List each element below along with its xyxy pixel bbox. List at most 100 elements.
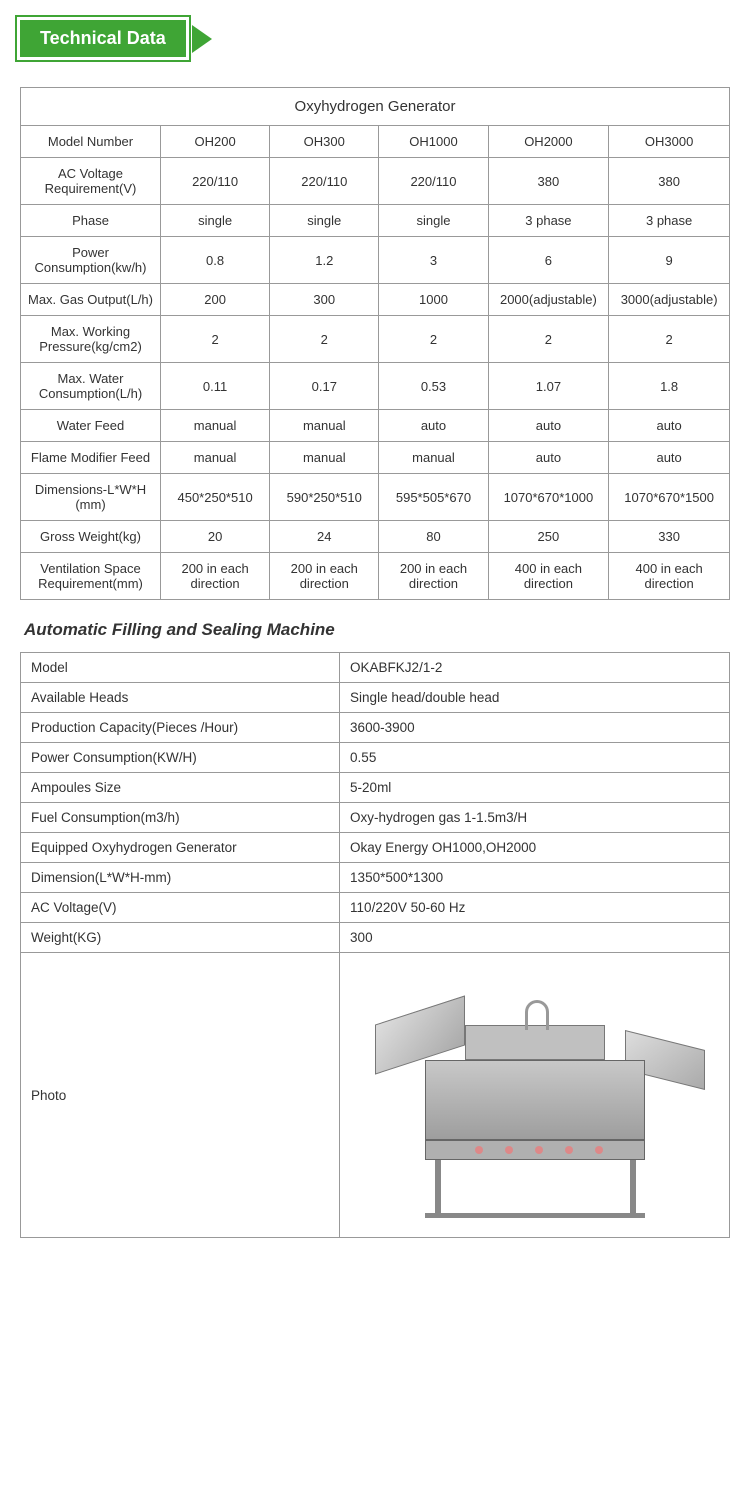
table-cell: 0.17	[270, 363, 379, 410]
table-cell: 450*250*510	[161, 474, 270, 521]
table-cell: manual	[161, 442, 270, 474]
table-cell: 400 in each direction	[609, 553, 730, 600]
table-cell: 220/110	[161, 158, 270, 205]
table-cell: 200 in each direction	[379, 553, 488, 600]
table-cell: 1350*500*1300	[340, 863, 730, 893]
table-cell: 595*505*670	[379, 474, 488, 521]
table-cell: auto	[379, 410, 488, 442]
table-row: Dimension(L*W*H-mm)1350*500*1300	[21, 863, 730, 893]
table-row: ModelOKABFKJ2/1-2	[21, 653, 730, 683]
table-cell: manual	[379, 442, 488, 474]
table-cell: 200 in each direction	[270, 553, 379, 600]
arrow-icon	[192, 25, 212, 53]
table-row: Dimensions-L*W*H (mm)450*250*510590*250*…	[21, 474, 730, 521]
table-cell: 330	[609, 521, 730, 553]
table-row: AC Voltage Requirement(V)220/110220/1102…	[21, 158, 730, 205]
table-cell: 380	[609, 158, 730, 205]
table-cell: 0.53	[379, 363, 488, 410]
table-cell: 3 phase	[609, 205, 730, 237]
table-cell: 200	[161, 284, 270, 316]
table-cell: 400 in each direction	[488, 553, 609, 600]
table-row: Weight(KG)300	[21, 923, 730, 953]
table1-col-header: OH3000	[609, 126, 730, 158]
table-row: Power Consumption(KW/H)0.55	[21, 743, 730, 773]
table1-title: Oxyhydrogen Generator	[21, 88, 730, 126]
table-cell: 1070*670*1000	[488, 474, 609, 521]
table-cell: single	[270, 205, 379, 237]
table-cell: 1070*670*1500	[609, 474, 730, 521]
table1-col-header: OH300	[270, 126, 379, 158]
table-cell: Phase	[21, 205, 161, 237]
table-cell: 3 phase	[488, 205, 609, 237]
table-row: Gross Weight(kg)202480250330	[21, 521, 730, 553]
table-cell: Single head/double head	[340, 683, 730, 713]
table-cell: manual	[270, 410, 379, 442]
table-cell: Oxy-hydrogen gas 1-1.5m3/H	[340, 803, 730, 833]
table-cell: auto	[609, 442, 730, 474]
table-cell: 300	[270, 284, 379, 316]
table-cell: Available Heads	[21, 683, 340, 713]
table-cell: Dimension(L*W*H-mm)	[21, 863, 340, 893]
section-badge: Technical Data	[20, 20, 730, 57]
table-row: Water Feedmanualmanualautoautoauto	[21, 410, 730, 442]
table-cell: Power Consumption(KW/H)	[21, 743, 340, 773]
table-cell: 24	[270, 521, 379, 553]
table-cell: auto	[488, 442, 609, 474]
table-cell: Model	[21, 653, 340, 683]
table-cell: 3	[379, 237, 488, 284]
table-cell: Weight(KG)	[21, 923, 340, 953]
table-cell: 2	[609, 316, 730, 363]
table-cell: 20	[161, 521, 270, 553]
table-row: Available HeadsSingle head/double head	[21, 683, 730, 713]
table1-col-header: OH2000	[488, 126, 609, 158]
table-cell: Dimensions-L*W*H (mm)	[21, 474, 161, 521]
table1-col-header: Model Number	[21, 126, 161, 158]
table-row: Ampoules Size5-20ml	[21, 773, 730, 803]
table1-col-header: OH1000	[379, 126, 488, 158]
table-cell: 2000(adjustable)	[488, 284, 609, 316]
table-cell: 0.55	[340, 743, 730, 773]
table-cell: Max. Water Consumption(L/h)	[21, 363, 161, 410]
table-cell: 3000(adjustable)	[609, 284, 730, 316]
table-cell: auto	[609, 410, 730, 442]
table-cell: Gross Weight(kg)	[21, 521, 161, 553]
table-row: Equipped Oxyhydrogen GeneratorOkay Energ…	[21, 833, 730, 863]
table-cell: 220/110	[379, 158, 488, 205]
table-cell: 110/220V 50-60 Hz	[340, 893, 730, 923]
photo-cell	[340, 953, 730, 1238]
table-cell: 0.8	[161, 237, 270, 284]
badge-label: Technical Data	[20, 20, 186, 57]
table-cell: 3600-3900	[340, 713, 730, 743]
table-cell: manual	[161, 410, 270, 442]
table-cell: Max. Gas Output(L/h)	[21, 284, 161, 316]
table-cell: Okay Energy OH1000,OH2000	[340, 833, 730, 863]
table-row: Phasesinglesinglesingle3 phase3 phase	[21, 205, 730, 237]
table-cell: Fuel Consumption(m3/h)	[21, 803, 340, 833]
table-cell: 1.8	[609, 363, 730, 410]
oxyhydrogen-table: Oxyhydrogen Generator Model NumberOH200O…	[20, 87, 730, 600]
table-row: Ventilation Space Requirement(mm) 200 in …	[21, 553, 730, 600]
table1-header-row: Model NumberOH200OH300OH1000OH2000OH3000	[21, 126, 730, 158]
table-cell: 5-20ml	[340, 773, 730, 803]
table-cell: 2	[488, 316, 609, 363]
table-cell: 1.2	[270, 237, 379, 284]
table-row: Max. Water Consumption(L/h)0.110.170.53 1…	[21, 363, 730, 410]
table-cell: Power Consumption(kw/h)	[21, 237, 161, 284]
table-row: Fuel Consumption(m3/h)Oxy-hydrogen gas 1…	[21, 803, 730, 833]
table-cell: Max. Working Pressure(kg/cm2)	[21, 316, 161, 363]
table-cell: OKABFKJ2/1-2	[340, 653, 730, 683]
table-cell: single	[379, 205, 488, 237]
table-cell: 380	[488, 158, 609, 205]
table1-col-header: OH200	[161, 126, 270, 158]
table-cell: Ventilation Space Requirement(mm)	[21, 553, 161, 600]
table-cell: 6	[488, 237, 609, 284]
table-row: Max. Gas Output(L/h)20030010002000(adjus…	[21, 284, 730, 316]
table-cell: Equipped Oxyhydrogen Generator	[21, 833, 340, 863]
table-cell: Ampoules Size	[21, 773, 340, 803]
table-cell: 250	[488, 521, 609, 553]
table-cell: 80	[379, 521, 488, 553]
machine-illustration	[365, 970, 705, 1220]
table-cell: 220/110	[270, 158, 379, 205]
table-cell: 590*250*510	[270, 474, 379, 521]
table-cell: 0.11	[161, 363, 270, 410]
